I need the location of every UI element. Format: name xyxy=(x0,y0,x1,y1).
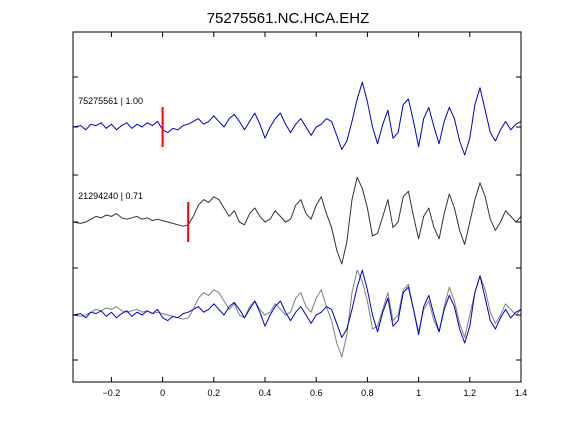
trace-line-3 xyxy=(72,269,522,344)
chart-title: 75275561.NC.HCA.EHZ xyxy=(207,10,370,27)
x-tick-label-3: 0.4 xyxy=(259,388,272,398)
x-tick-label-8: 1.4 xyxy=(515,388,528,398)
x-tick-label-6: 1 xyxy=(416,388,421,398)
trace-line-0 xyxy=(72,81,522,156)
x-tick-label-4: 0.6 xyxy=(310,388,323,398)
traces-group xyxy=(72,81,522,358)
x-tick-label-5: 0.8 xyxy=(361,388,374,398)
y-axis-ticks xyxy=(73,76,521,361)
trace-line-1 xyxy=(72,176,522,265)
trace-label-0: 75275561 | 1.00 xyxy=(78,96,143,106)
x-axis-ticks: −0.2 0 0.2 0.4 0.6 0.8 1 1.2 1.4 xyxy=(103,32,528,398)
x-tick-label-7: 1.2 xyxy=(464,388,477,398)
x-tick-label-2: 0.2 xyxy=(208,388,221,398)
x-tick-label-0: −0.2 xyxy=(103,388,121,398)
plot-frame xyxy=(72,31,522,383)
picks-group xyxy=(161,107,190,242)
x-tick-label-1: 0 xyxy=(160,388,165,398)
annotations-group: 75275561 | 1.00 21294240 | 0.71 xyxy=(78,96,143,201)
trace-label-1: 21294240 | 0.71 xyxy=(78,191,143,201)
